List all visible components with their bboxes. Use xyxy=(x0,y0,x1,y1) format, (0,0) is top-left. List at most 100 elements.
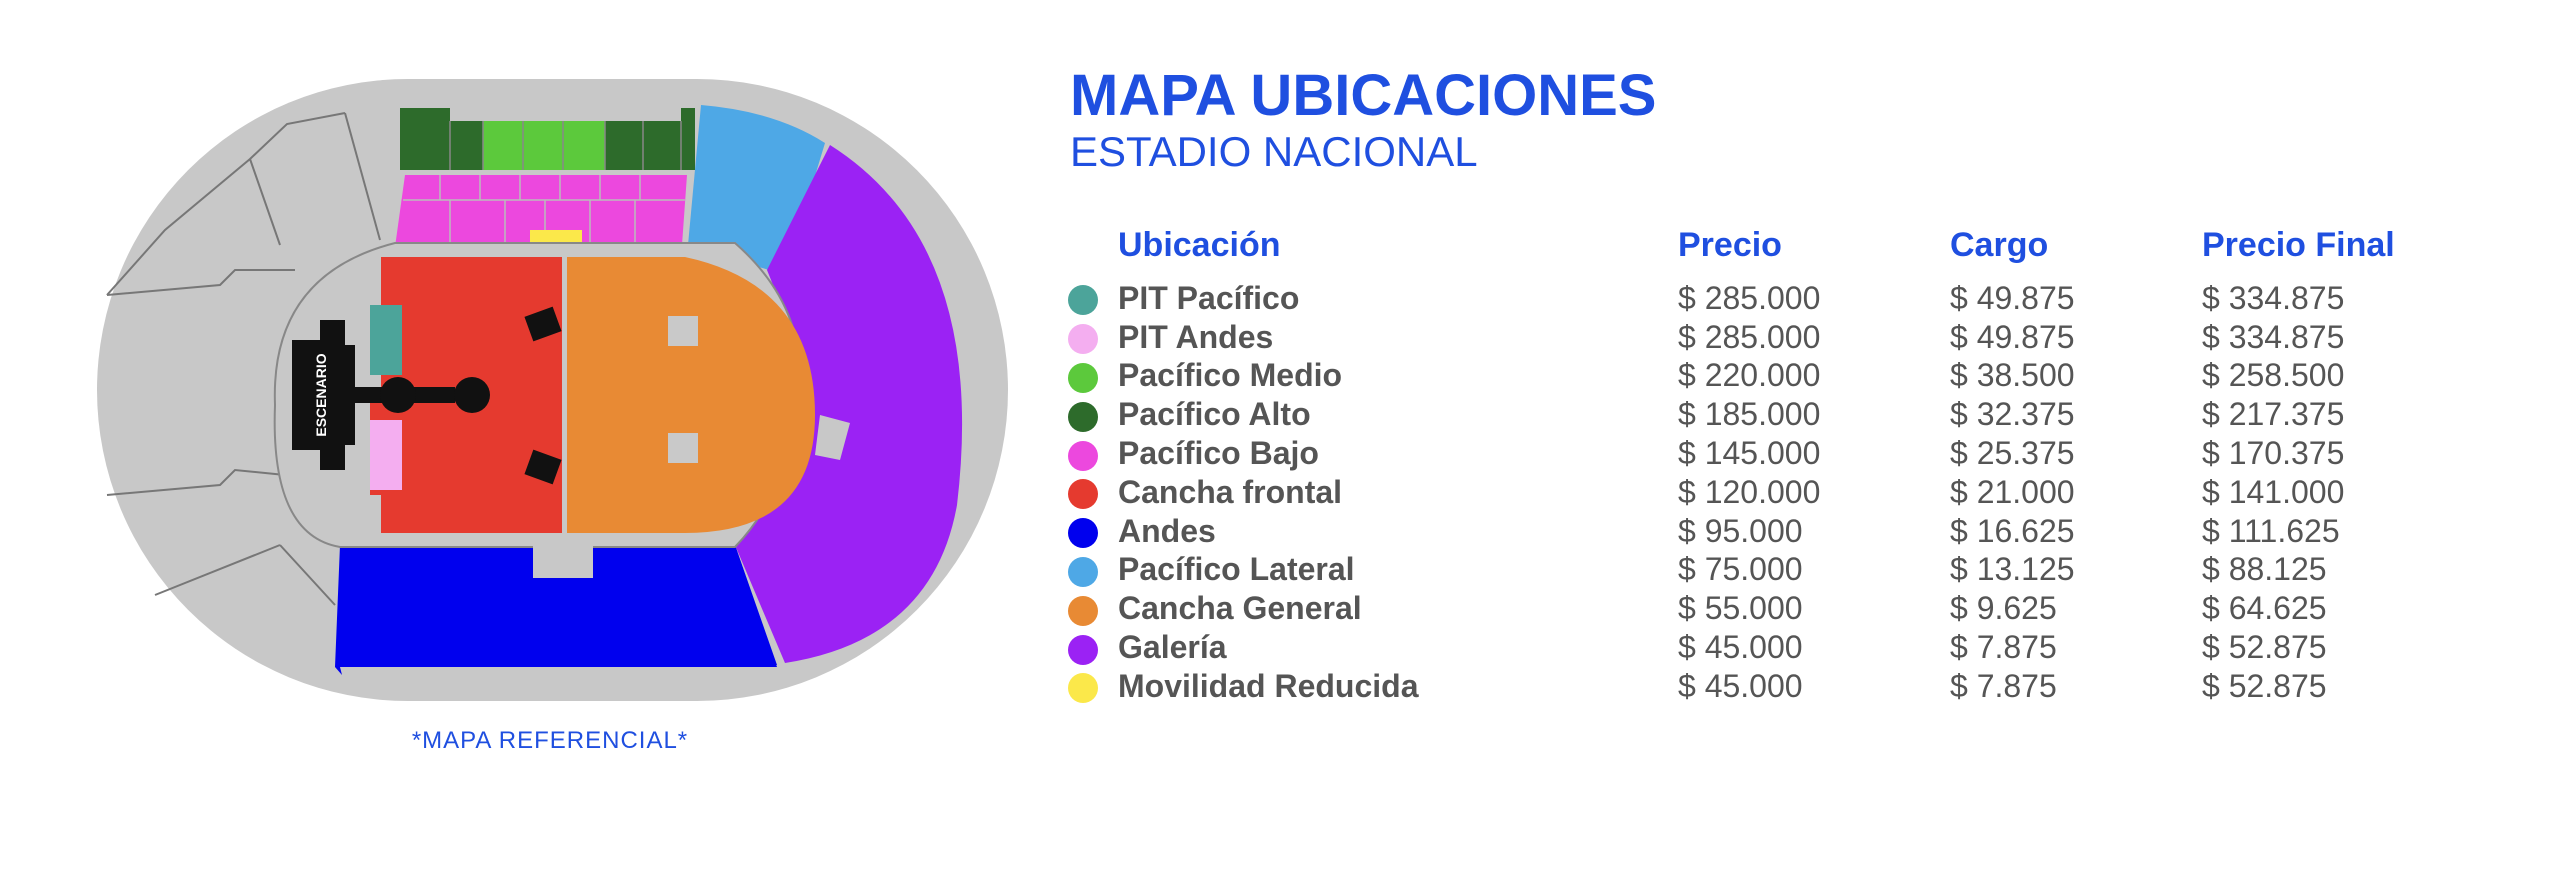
location-name: Galería xyxy=(1118,629,1227,666)
cargo-cell: $ 21.000 xyxy=(1950,473,2075,510)
page-title: MAPA UBICACIONES xyxy=(1070,63,1657,128)
cargo-cell: $ 7.875 xyxy=(1950,667,2057,704)
table-row: Pacífico Alto $ 185.000 $ 32.375 $ 217.375 xyxy=(1068,395,2502,434)
cargo-cell: $ 9.625 xyxy=(1950,590,2057,627)
cargo-cell: $ 49.875 xyxy=(1950,318,2075,355)
cargo-cell: $ 16.625 xyxy=(1950,512,2075,549)
section-galeria xyxy=(735,145,963,663)
venue-subtitle: ESTADIO NACIONAL xyxy=(1070,128,1478,175)
table-row: Cancha frontal $ 120.000 $ 21.000 $ 141.000 xyxy=(1068,473,2502,512)
table-row: Movilidad Reducida $ 45.000 $ 7.875 $ 52.87… xyxy=(1068,667,2502,706)
stage-catwalk xyxy=(335,377,490,413)
color-cell xyxy=(1068,473,1118,512)
color-cell xyxy=(1068,318,1118,357)
table-row: Cancha General $ 55.000 $ 9.625 $ 64.625 xyxy=(1068,589,2502,628)
color-dot-icon xyxy=(1068,557,1098,588)
stadium-map: ESCENARIO xyxy=(95,75,1010,705)
location-name: Movilidad Reducida xyxy=(1118,667,1419,704)
price-cell: $ 75.000 xyxy=(1678,551,1803,588)
final-price-cell: $ 141.000 xyxy=(2202,473,2345,510)
final-price-cell: $ 52.875 xyxy=(2202,667,2327,704)
color-cell xyxy=(1068,279,1118,318)
table-row: Pacífico Medio $ 220.000 $ 38.500 $ 258.500 xyxy=(1068,357,2502,396)
color-dot-icon xyxy=(1068,440,1098,471)
section-pit-andes xyxy=(370,420,402,490)
color-dot-icon xyxy=(1068,285,1098,316)
table-row: PIT Pacífico $ 285.000 $ 49.875 $ 334.875 xyxy=(1068,279,2502,318)
cargo-cell: $ 13.125 xyxy=(1950,551,2075,588)
color-cell xyxy=(1068,357,1118,396)
stage-label: ESCENARIO xyxy=(313,353,329,436)
final-price-cell: $ 88.125 xyxy=(2202,551,2327,588)
final-price-cell: $ 334.875 xyxy=(2202,279,2345,316)
location-name: Pacífico Alto xyxy=(1118,396,1311,433)
section-pacifico-alto xyxy=(400,108,695,170)
final-price-cell: $ 170.375 xyxy=(2202,435,2345,472)
final-price-cell: $ 52.875 xyxy=(2202,629,2327,666)
color-dot-icon xyxy=(1068,401,1098,432)
section-movilidad-reducida xyxy=(530,230,582,244)
price-cell: $ 45.000 xyxy=(1678,667,1803,704)
tower-1 xyxy=(668,316,698,346)
cargo-cell: $ 49.875 xyxy=(1950,279,2075,316)
table-row: PIT Andes $ 285.000 $ 49.875 $ 334.875 xyxy=(1068,318,2502,357)
final-price-cell: $ 217.375 xyxy=(2202,396,2345,433)
section-pacifico-medio xyxy=(483,121,605,170)
price-cell: $ 55.000 xyxy=(1678,590,1803,627)
cargo-cell: $ 7.875 xyxy=(1950,629,2057,666)
price-cell: $ 185.000 xyxy=(1678,396,1821,433)
column-cargo: Cargo xyxy=(1950,226,2049,264)
color-dot-icon xyxy=(1068,673,1098,704)
color-cell xyxy=(1068,551,1118,590)
price-cell: $ 45.000 xyxy=(1678,629,1803,666)
color-dot-icon xyxy=(1068,595,1098,626)
location-name: Pacífico Lateral xyxy=(1118,551,1355,588)
price-cell: $ 145.000 xyxy=(1678,435,1821,472)
price-cell: $ 95.000 xyxy=(1678,512,1803,549)
table-row: Andes $ 95.000 $ 16.625 $ 111.625 xyxy=(1068,512,2502,551)
cargo-cell: $ 25.375 xyxy=(1950,435,2075,472)
location-name: Pacífico Medio xyxy=(1118,357,1343,394)
final-price-cell: $ 258.500 xyxy=(2202,357,2345,394)
color-cell xyxy=(1068,512,1118,551)
section-cancha-general xyxy=(567,257,815,533)
color-cell xyxy=(1068,628,1118,667)
location-name: Andes xyxy=(1118,512,1216,549)
color-cell xyxy=(1068,434,1118,473)
left-stand-sections xyxy=(106,112,381,606)
tower-2 xyxy=(668,433,698,463)
color-dot-icon xyxy=(1068,518,1098,549)
color-cell xyxy=(1068,395,1118,434)
final-price-cell: $ 111.625 xyxy=(2202,512,2340,549)
price-cell: $ 285.000 xyxy=(1678,318,1821,355)
cargo-cell: $ 32.375 xyxy=(1950,396,2075,433)
map-reference-note: *MAPA REFERENCIAL* xyxy=(411,727,689,754)
column-ubicacion: Ubicación xyxy=(1118,226,1281,264)
color-dot-icon xyxy=(1068,324,1098,355)
location-name: Cancha General xyxy=(1118,590,1362,627)
location-name: PIT Pacífico xyxy=(1118,279,1300,316)
location-name: PIT Andes xyxy=(1118,318,1274,355)
price-table: Ubicación Precio Cargo Precio Final PIT … xyxy=(1068,225,2502,706)
final-price-cell: $ 64.625 xyxy=(2202,590,2327,627)
price-cell: $ 120.000 xyxy=(1678,473,1821,510)
color-cell xyxy=(1068,667,1118,706)
column-precio: Precio xyxy=(1678,226,1782,264)
column-precio-final: Precio Final xyxy=(2202,226,2395,264)
section-pit-pacifico xyxy=(370,305,402,375)
location-name: Cancha frontal xyxy=(1118,473,1343,510)
final-price-cell: $ 334.875 xyxy=(2202,318,2345,355)
color-cell xyxy=(1068,589,1118,628)
column-color xyxy=(1068,225,1118,279)
price-cell: $ 285.000 xyxy=(1678,279,1821,316)
color-dot-icon xyxy=(1068,363,1098,394)
cargo-cell: $ 38.500 xyxy=(1950,357,2075,394)
color-dot-icon xyxy=(1068,634,1098,665)
table-row: Pacífico Bajo $ 145.000 $ 25.375 $ 170.375 xyxy=(1068,434,2502,473)
price-cell: $ 220.000 xyxy=(1678,357,1821,394)
color-dot-icon xyxy=(1068,479,1098,510)
table-row: Pacífico Lateral $ 75.000 $ 13.125 $ 88.125 xyxy=(1068,551,2502,590)
table-header-row: Ubicación Precio Cargo Precio Final xyxy=(1068,225,2502,279)
stage xyxy=(292,320,355,470)
location-name: Pacífico Bajo xyxy=(1118,435,1319,472)
